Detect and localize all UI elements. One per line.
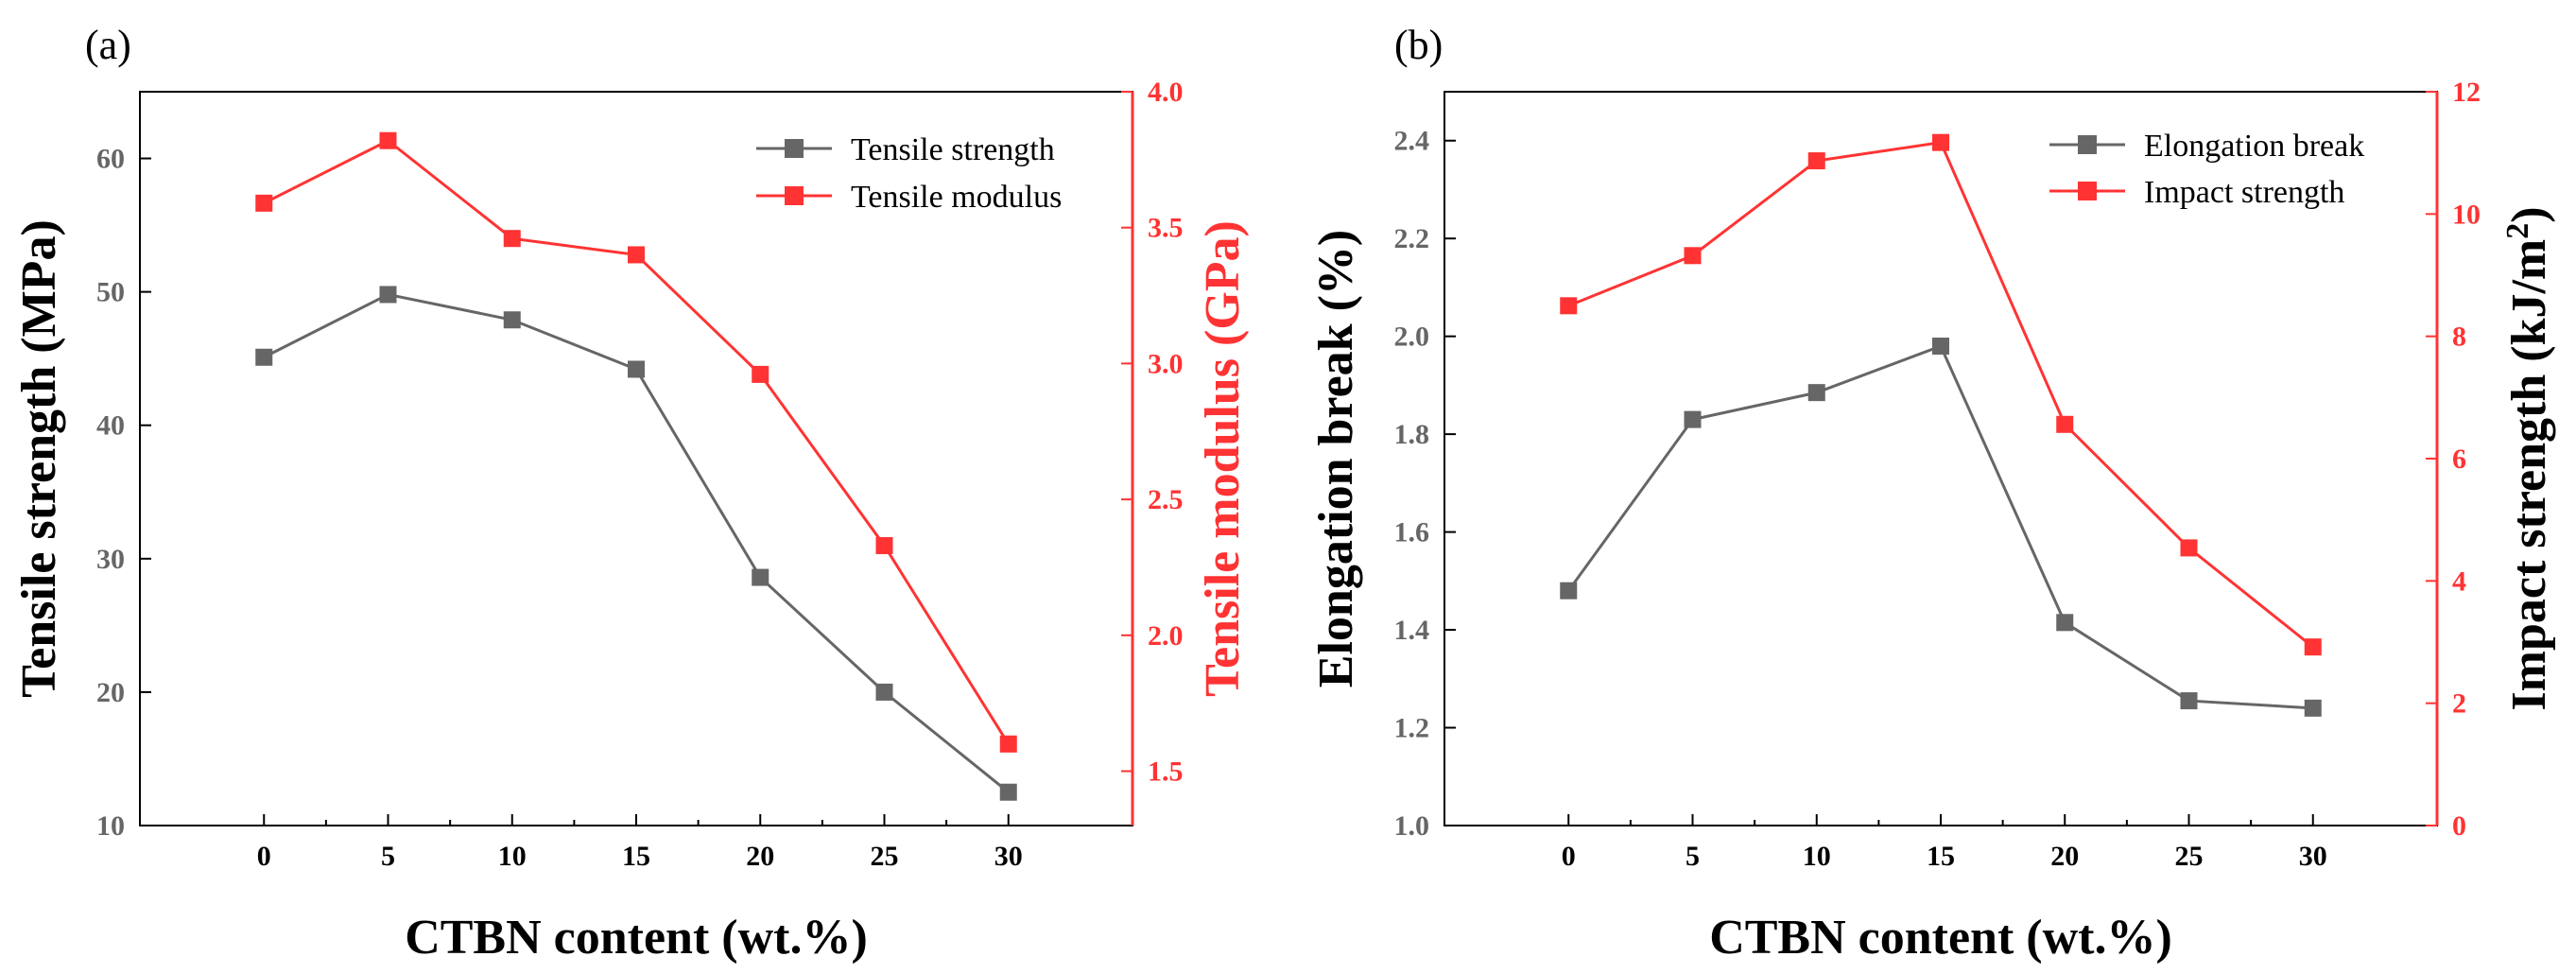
x-tick-label: 5	[381, 841, 395, 872]
point-elongation-break	[1560, 582, 1578, 600]
y-right-tick-label: 10	[2452, 199, 2481, 230]
legend-marker-tensile-modulus	[785, 186, 804, 205]
y-left-tick-label: 20	[96, 677, 125, 708]
point-impact-strength	[2180, 539, 2198, 557]
point-tensile-modulus	[503, 230, 521, 248]
x-tick-label: 30	[2299, 841, 2327, 872]
point-tensile-strength	[999, 783, 1017, 801]
y-left-tick-label: 60	[96, 144, 125, 175]
x-tick-label: 20	[2050, 841, 2079, 872]
point-elongation-break	[1807, 384, 1825, 402]
y-left-tick-label: 1.0	[1394, 810, 1430, 842]
point-tensile-strength	[875, 683, 893, 701]
legend-marker-impact-strength	[2078, 182, 2097, 200]
panel-label: (a)	[85, 22, 131, 68]
y-left-tick-label: 1.2	[1394, 713, 1430, 744]
x-tick-label: 25	[871, 841, 899, 872]
legend-label-elongation-break: Elongation break	[2144, 129, 2364, 164]
point-elongation-break	[1932, 338, 1949, 356]
legend-marker-tensile-strength	[785, 139, 804, 158]
y-right-tick-label: 2	[2452, 688, 2466, 720]
legend-marker-elongation-break	[2078, 135, 2097, 154]
x-axis-title: CTBN content (wt.%)	[1709, 911, 2172, 965]
point-tensile-modulus	[999, 735, 1017, 753]
point-elongation-break	[2056, 614, 2074, 632]
y-left-tick-label: 1.6	[1394, 517, 1430, 548]
y-left-tick-label: 10	[96, 810, 125, 842]
x-tick-label: 25	[2175, 841, 2204, 872]
y-left-tick-label: 1.4	[1394, 615, 1430, 646]
x-tick-label: 0	[1562, 841, 1576, 872]
series-line-tensile-modulus	[263, 138, 1011, 745]
legend-label-tensile-strength: Tensile strength	[851, 132, 1055, 167]
y-right-tick-label: 2.0	[1148, 620, 1184, 652]
y-right-tick-label: 4.0	[1148, 77, 1184, 108]
point-impact-strength	[1560, 297, 1578, 315]
point-tensile-modulus	[875, 536, 893, 554]
legend-label-impact-strength: Impact strength	[2144, 175, 2344, 210]
point-tensile-modulus	[628, 246, 645, 264]
x-tick-label: 10	[1803, 841, 1831, 872]
y-left-tick-label: 30	[96, 544, 125, 575]
point-tensile-modulus	[379, 131, 397, 149]
series-line-elongation-break	[1567, 344, 2313, 710]
y-right-tick-label: 4	[2452, 565, 2466, 597]
y-axis-right-title-sup: 2	[2500, 223, 2535, 239]
y-left-tick-label: 50	[96, 277, 125, 308]
y-right-tick-label: 2.5	[1148, 484, 1184, 515]
y-left-tick-label: 1.8	[1394, 419, 1430, 450]
panel-a: (a) 0 5 10 15 20 25 30 10 20 30 40 50 60 1.5 2.0 2.5 3…	[12, 22, 1250, 965]
series-line-impact-strength	[1567, 141, 2314, 649]
point-tensile-strength	[379, 286, 397, 304]
point-impact-strength	[2304, 638, 2322, 656]
point-elongation-break	[2180, 692, 2198, 710]
point-tensile-strength	[503, 311, 521, 329]
y-left-tick-label: 2.0	[1394, 322, 1430, 353]
y-right-tick-label: 3.0	[1148, 348, 1184, 379]
point-tensile-strength	[752, 568, 769, 586]
y-right-tick-label: 0	[2452, 810, 2466, 842]
y-axis-right-title: Impact strength (kJ/m2)	[2500, 206, 2556, 710]
point-tensile-strength	[255, 348, 273, 366]
x-tick-label: 15	[622, 841, 650, 872]
y-axis-right-title-main: Impact strength (kJ/m	[2502, 239, 2556, 711]
legend: Elongation break Impact strength	[2049, 129, 2364, 210]
point-impact-strength	[2056, 415, 2074, 433]
panel-b: (b) 0 5 10 15 20 25 30 1.01.21.41.61.82.02.22.…	[1309, 22, 2556, 965]
x-axis-title: CTBN content (wt.%)	[405, 911, 868, 965]
point-tensile-modulus	[752, 365, 769, 383]
x-tick-label: 30	[994, 841, 1023, 872]
point-elongation-break	[1684, 410, 1702, 428]
point-elongation-break	[2304, 699, 2322, 717]
y-right-tick-label: 1.5	[1148, 757, 1184, 788]
x-tick-label: 10	[498, 841, 527, 872]
x-tick-label: 15	[1927, 841, 1955, 872]
y-axis-left-title: Tensile strength (MPa)	[12, 219, 66, 698]
point-tensile-modulus	[255, 194, 273, 212]
y-right-tick-label: 6	[2452, 444, 2466, 475]
point-tensile-strength	[628, 360, 645, 378]
point-impact-strength	[1807, 152, 1825, 170]
y-right-tick-label: 12	[2452, 77, 2481, 108]
x-tick-label: 5	[1686, 841, 1700, 872]
legend-label-tensile-modulus: Tensile modulus	[851, 180, 1062, 215]
point-impact-strength	[1932, 133, 1949, 151]
legend: Tensile strength Tensile modulus	[756, 132, 1062, 215]
point-impact-strength	[1684, 247, 1702, 265]
panel-label: (b)	[1394, 22, 1443, 68]
y-axis-right-title: Tensile modulus (GPa)	[1196, 220, 1250, 697]
y-right-tick-label: 3.5	[1148, 213, 1184, 244]
x-tick-label: 0	[257, 841, 271, 872]
y-right-tick-label: 8	[2452, 322, 2466, 353]
y-left-tick-label: 2.2	[1394, 223, 1430, 254]
y-axis-left-title: Elongation break (%)	[1309, 230, 1363, 687]
y-axis-right-title-end: )	[2502, 206, 2556, 222]
y-left-tick-label: 40	[96, 410, 125, 442]
x-tick-label: 20	[746, 841, 774, 872]
y-left-tick-label: 2.4	[1394, 126, 1430, 157]
